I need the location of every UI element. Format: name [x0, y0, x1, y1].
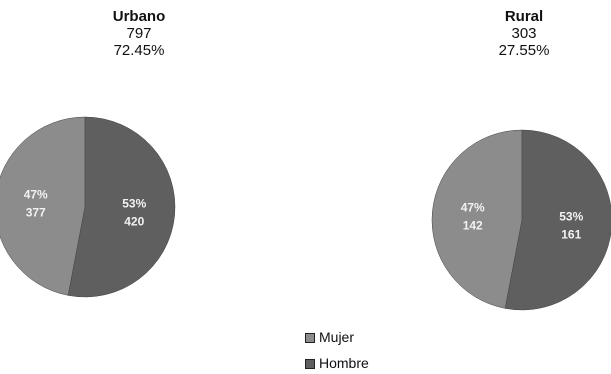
pie-data-label: 161 [561, 228, 581, 242]
pie-data-label: 53% [122, 197, 146, 211]
chart-header-rural: Rural 303 27.55% [444, 8, 604, 59]
chart-header-urbano: Urbano 797 72.45% [59, 8, 219, 59]
legend-item-hombre: Hombre [305, 355, 369, 371]
chart-title: Rural [504, 8, 544, 25]
legend-swatch [305, 359, 315, 370]
pie-data-label: 53% [559, 210, 583, 224]
legend-label: Hombre [319, 355, 369, 371]
pie-data-label: 47% [461, 200, 485, 214]
pie-data-label: 420 [124, 215, 144, 229]
pie-slice-hombre [504, 129, 611, 311]
pie-data-label: 142 [463, 218, 483, 232]
legend-label: Mujer [319, 329, 355, 345]
chart-percent: 27.55% [498, 42, 550, 59]
pie-data-label: 377 [26, 205, 46, 219]
legend-swatch [305, 333, 315, 344]
chart-percent: 72.45% [113, 42, 165, 59]
pie-slice-mujer [431, 129, 523, 309]
pie-slice-mujer [0, 116, 86, 296]
pie-slice-hombre [67, 116, 176, 298]
pie-data-label: 47% [24, 187, 48, 201]
chart-count: 797 [126, 25, 152, 42]
chart-count: 303 [511, 25, 537, 42]
legend-item-mujer: Mujer [305, 329, 354, 345]
chart-title: Urbano [112, 8, 166, 25]
